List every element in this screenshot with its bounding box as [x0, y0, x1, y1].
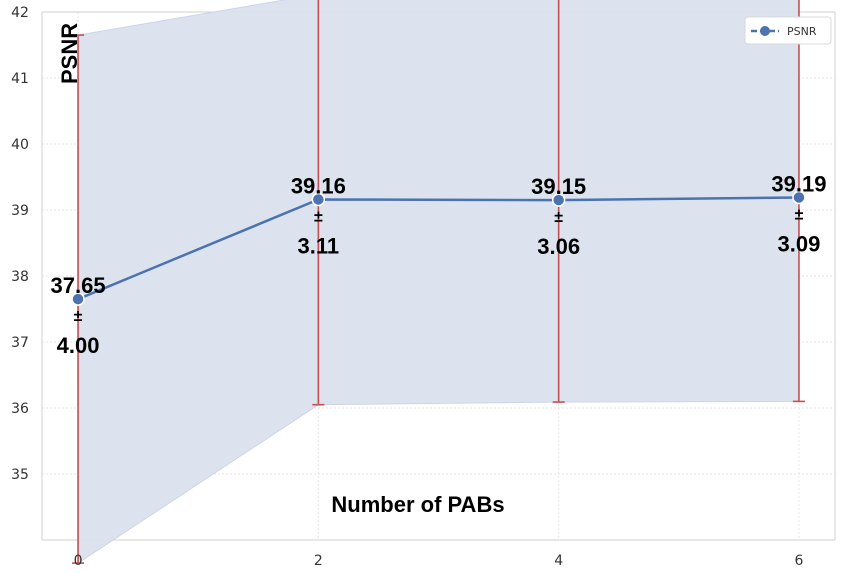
std-band [77, 0, 800, 565]
mean-label: 39.15 [531, 174, 586, 199]
legend-box [744, 16, 832, 45]
y-tick-label: 35 [11, 467, 29, 483]
data-point [71, 292, 85, 306]
x-tick-labels: 0 2 4 6 [74, 553, 804, 569]
mean-label: 37.65 [51, 273, 106, 298]
x-axis-label: Number of PABs [331, 492, 504, 517]
y-tick-label: 39 [11, 203, 29, 219]
y-tick-label: 40 [11, 137, 29, 153]
std-band-area [77, 0, 800, 565]
y-tick-label: 41 [11, 71, 29, 87]
y-tick-label: 42 [11, 5, 29, 21]
legend: PSNR [744, 16, 832, 45]
data-point [551, 193, 566, 207]
y-tick-label: 37 [11, 335, 29, 351]
plus-minus-label: ± [74, 308, 83, 325]
x-tick-label: 6 [794, 553, 803, 569]
std-label: 3.11 [298, 233, 340, 258]
data-point [311, 192, 326, 207]
std-label: 3.06 [537, 234, 580, 259]
value-annotations: 37.65 ±4.00 39.16 ±3.11 39.15 ±3.06 39.19 ±3.09 [51, 171, 827, 358]
mean-label: 39.19 [771, 171, 826, 196]
plus-minus-label: ± [314, 208, 323, 225]
y-tick-labels: 35 36 37 38 39 40 41 42 [11, 5, 29, 483]
psnr-line [77, 196, 799, 301]
series-line [77, 196, 799, 301]
plus-minus-label: ± [554, 209, 563, 226]
std-label: 3.09 [778, 231, 821, 256]
data-points [71, 190, 806, 306]
y-axis-label: PSNR [57, 23, 82, 84]
y-tick-label: 38 [11, 269, 29, 285]
data-point [792, 190, 806, 205]
x-tick-label: 4 [554, 553, 563, 569]
std-label: 4.00 [57, 333, 100, 358]
mean-label: 39.16 [291, 173, 346, 198]
legend-marker [760, 26, 770, 36]
legend-label: PSNR [787, 25, 817, 38]
y-tick-label: 36 [11, 401, 29, 417]
x-tick-label: 0 [74, 553, 83, 569]
plus-minus-label: ± [795, 206, 804, 223]
x-tick-label: 2 [314, 553, 323, 569]
